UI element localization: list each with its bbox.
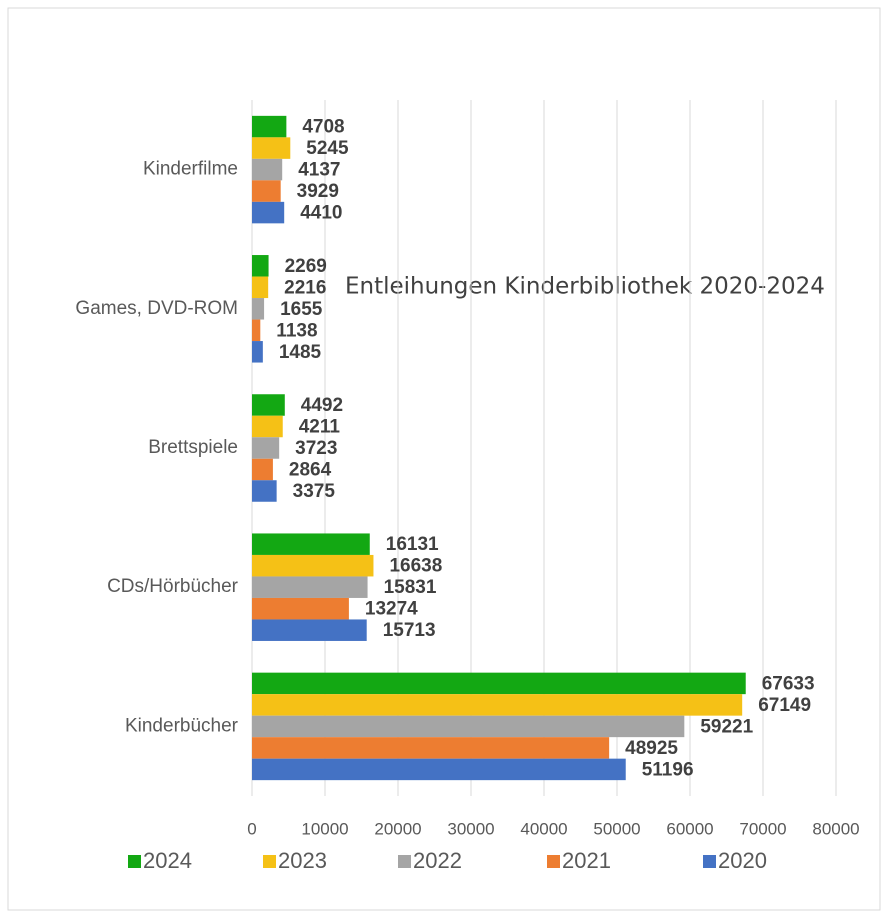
bar	[252, 576, 368, 598]
x-tick-label: 60000	[666, 819, 713, 838]
bar	[252, 758, 626, 781]
x-tick-label: 80000	[812, 819, 859, 838]
data-label: 4410	[300, 203, 342, 224]
legend-label: 2020	[718, 848, 767, 873]
x-tick-label: 20000	[374, 819, 421, 838]
data-label: 59221	[700, 716, 753, 737]
bar	[252, 672, 746, 695]
x-tick-label: 10000	[301, 819, 348, 838]
data-label: 5245	[306, 138, 349, 159]
data-label: 2864	[289, 460, 332, 481]
bar	[252, 137, 291, 159]
bar	[252, 276, 269, 299]
data-label: 67633	[762, 673, 815, 694]
data-label: 2269	[285, 256, 327, 277]
bar	[252, 533, 370, 555]
data-label: 16131	[386, 534, 439, 555]
data-label: 4211	[299, 417, 341, 438]
x-tick-label: 40000	[520, 819, 567, 838]
bar	[252, 415, 283, 438]
bar	[252, 341, 263, 363]
bar	[252, 554, 374, 577]
data-label: 4492	[301, 395, 343, 416]
bar	[252, 597, 349, 620]
bar	[252, 115, 287, 138]
legend-label: 2022	[413, 848, 462, 873]
data-label: 1655	[280, 299, 323, 320]
legend-swatch	[128, 855, 141, 868]
bar	[252, 298, 265, 320]
legend-label: 2021	[562, 848, 611, 873]
data-label: 51196	[642, 759, 694, 780]
x-tick-label: 30000	[447, 819, 494, 838]
bar	[252, 158, 283, 181]
data-label: 3375	[293, 481, 336, 502]
bar	[252, 694, 743, 716]
bar	[252, 715, 685, 738]
y-tick-label: Kinderfilme	[143, 159, 238, 180]
data-label: 15831	[384, 577, 437, 598]
x-tick-label: 0	[247, 819, 256, 838]
bar	[252, 319, 261, 342]
bar	[252, 180, 281, 202]
chart-title: Entleihungen Kinderbibliothek 2020-2024	[345, 274, 825, 300]
y-tick-label: CDs/Hörbücher	[107, 576, 239, 597]
data-label: 4708	[302, 117, 344, 138]
bar	[252, 255, 269, 277]
legend-label: 2024	[143, 848, 192, 873]
y-tick-label: Brettspiele	[148, 437, 238, 458]
legend-label: 2023	[278, 848, 327, 873]
data-label: 48925	[625, 738, 678, 759]
data-label: 16638	[389, 556, 442, 577]
bar	[252, 201, 285, 224]
data-label: 2216	[284, 277, 326, 298]
data-label: 1485	[279, 342, 322, 363]
data-label: 1138	[276, 320, 317, 341]
legend-swatch	[263, 855, 276, 868]
y-tick-label: Kinderbücher	[125, 715, 239, 736]
y-tick-label: Games, DVD-ROM	[75, 298, 238, 319]
x-tick-label: 50000	[593, 819, 640, 838]
data-label: 3929	[297, 181, 339, 202]
x-tick-label: 70000	[739, 819, 786, 838]
data-label: 67149	[758, 695, 811, 716]
bar	[252, 458, 273, 481]
data-label: 13274	[365, 599, 418, 620]
bar	[252, 480, 277, 502]
data-label: 4137	[298, 160, 340, 181]
data-label: 15713	[383, 620, 436, 641]
legend-swatch	[398, 855, 411, 868]
bar	[252, 737, 610, 759]
bar	[252, 619, 367, 641]
bar	[252, 394, 285, 416]
legend-swatch	[547, 855, 560, 868]
bar	[252, 437, 280, 459]
legend-swatch	[703, 855, 716, 868]
data-label: 3723	[295, 438, 337, 459]
